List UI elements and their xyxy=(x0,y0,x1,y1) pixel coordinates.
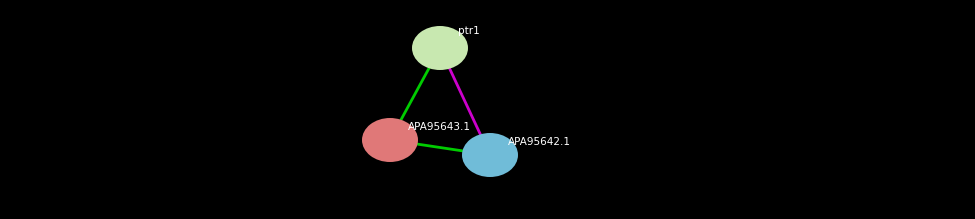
Text: APA95642.1: APA95642.1 xyxy=(508,137,571,147)
Ellipse shape xyxy=(462,133,518,177)
Ellipse shape xyxy=(412,26,468,70)
Text: APA95643.1: APA95643.1 xyxy=(408,122,471,132)
Text: ptr1: ptr1 xyxy=(458,26,480,36)
Ellipse shape xyxy=(362,118,418,162)
